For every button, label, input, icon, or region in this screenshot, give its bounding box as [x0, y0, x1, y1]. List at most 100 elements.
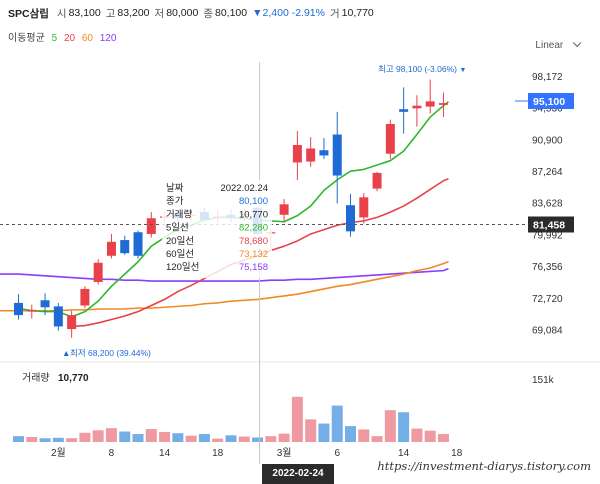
change-value: ▼2,400 -2.91% [252, 7, 325, 19]
volume-bar [318, 423, 330, 442]
volume-bar [305, 419, 317, 442]
price-tick-label: 90,900 [532, 135, 563, 146]
candle-body [53, 306, 63, 327]
candle-body [120, 240, 130, 254]
volume-bar [345, 426, 356, 442]
low-value: 80,000 [166, 7, 199, 19]
volume-bars: 거래량 10,770 [13, 372, 449, 442]
volume-bar [26, 436, 38, 442]
candle-body [40, 300, 50, 308]
volume-bar [79, 432, 91, 442]
price-tick-label: 76,356 [532, 262, 563, 273]
price-tick-label: 87,264 [532, 167, 563, 178]
watermark-url: https://investment-diarys.tistory.com [371, 456, 597, 476]
price-tick-label: 94,536 [532, 104, 563, 115]
volume-bar [225, 435, 237, 442]
open-value: 83,100 [68, 7, 101, 19]
candle-body [425, 101, 435, 107]
volume-bar [252, 437, 264, 442]
tooltip-value: 2022.02.24 [220, 183, 268, 194]
moving-average-label: 이동평균 [8, 33, 45, 44]
date-tick-label: 18 [451, 448, 463, 459]
tooltip-value: 10,770 [239, 209, 268, 220]
tooltip-value: 82,280 [239, 223, 268, 234]
candle-body [146, 218, 156, 234]
date-tick-label: 3월 [277, 447, 292, 459]
candle-body [438, 103, 448, 105]
volume-bar [291, 396, 303, 442]
candle-body [319, 150, 329, 156]
volume-bar [39, 438, 51, 442]
volume-value: 10,770 [341, 7, 374, 19]
date-tick-label: 18 [212, 448, 224, 459]
volume-bar [331, 405, 343, 442]
candle-body [106, 241, 116, 256]
volume-bar [265, 436, 277, 442]
crosshair-tooltip: 날짜 2022.02.24 종가 80,100 거래량 10,770 5일선 82,280 20… [162, 180, 272, 278]
crosshair-date-label: 2022-02-24 [262, 464, 334, 484]
open-label: 시 [56, 7, 67, 20]
tooltip-value: 78,680 [239, 236, 268, 247]
price-tick-label: 69,084 [532, 326, 563, 337]
ma120-legend: 120 [99, 33, 117, 44]
candle-body [385, 124, 395, 154]
candle-body [346, 205, 355, 232]
current-price-tag [528, 93, 574, 109]
volume-bar [159, 431, 171, 442]
volume-bar [278, 433, 290, 442]
stock-header: SPC삼립 시 83,100 고 83,200 저 80,000 종 80,10… [8, 5, 379, 21]
volume-bar [92, 430, 104, 442]
candle-body [359, 197, 369, 218]
volume-bar [398, 412, 410, 442]
triangle-up-icon: ▲ [62, 348, 70, 358]
triangle-down-icon: ▼ [460, 67, 467, 74]
tooltip-label: 종가 [166, 196, 184, 207]
volume-bar [145, 429, 157, 442]
scale-dropdown[interactable]: Linear [535, 38, 582, 51]
chart-overlay: 최고 98,100 (-3.06%) ▼▲ 최저 68,200 (39.44%)81… [0, 62, 574, 464]
price-axis: 98,172 94,536 90,900 87,264 83,628 79,992 76,3… [0, 72, 600, 459]
tooltip-label: 120일선 [166, 262, 199, 273]
candle-body [14, 302, 23, 316]
candle-body [412, 105, 422, 109]
date-tick-label: 14 [159, 448, 171, 459]
volume-bar [13, 436, 24, 442]
price-tick-label: 72,720 [532, 294, 563, 305]
candles [14, 79, 448, 338]
volume-bar [105, 428, 117, 442]
volume-bar [52, 437, 64, 442]
crosshair-price-tag [528, 216, 574, 233]
tooltip-label: 날짜 [166, 183, 184, 194]
volume-bar [198, 434, 210, 442]
low-annotation: 최저 68,200 (39.44%) [70, 348, 151, 358]
candle-body [133, 232, 143, 256]
volume-label: 거 [329, 7, 340, 20]
date-tick-label: 6 [334, 448, 340, 459]
volume-bar [185, 435, 197, 442]
volume-bar [119, 431, 131, 442]
ma60-legend: 60 [81, 33, 93, 44]
volume-bar [132, 434, 144, 442]
moving-average-legend[interactable]: 이동평균 5 20 60 120 [8, 29, 120, 44]
stock-name: SPC삼립 [8, 7, 49, 20]
candle-body [306, 148, 316, 162]
date-tick-label: 2월 [51, 447, 66, 459]
ma120-line [0, 267, 449, 282]
tooltip-value: 73,132 [239, 249, 268, 260]
tooltip-label: 5일선 [166, 223, 189, 234]
ma60-line [0, 260, 449, 312]
volume-tick-label: 151k [532, 375, 555, 386]
close-value: 80,100 [214, 7, 248, 19]
high-value: 83,200 [117, 7, 150, 19]
volume-bar [411, 428, 423, 442]
scale-label: Linear [535, 40, 564, 51]
volume-label: 거래량 [22, 372, 50, 384]
volume-bar [424, 430, 436, 442]
volume-bar [358, 429, 370, 442]
price-tick-label: 98,172 [532, 72, 563, 83]
volume-bar [384, 410, 396, 442]
volume-bar [437, 434, 449, 442]
current-price: 95,100 [533, 96, 565, 108]
tooltip-label: 20일선 [166, 236, 194, 247]
